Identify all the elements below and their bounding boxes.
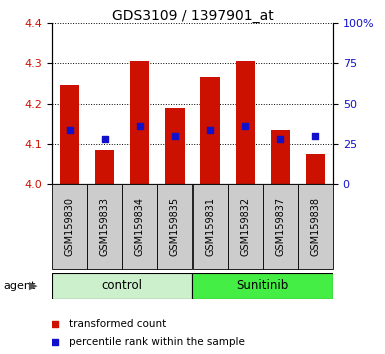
Text: GSM159832: GSM159832 [240,197,250,256]
Bar [263,184,298,269]
Bar [236,61,255,184]
Point [67,127,73,132]
Point [172,133,178,139]
Text: GDS3109 / 1397901_at: GDS3109 / 1397901_at [112,9,273,23]
Bar [271,130,290,184]
Text: GSM159835: GSM159835 [170,197,180,256]
Text: ▶: ▶ [28,281,37,291]
Text: GSM159837: GSM159837 [275,197,285,256]
Bar [130,61,149,184]
Text: GSM159833: GSM159833 [100,197,110,256]
Point [277,136,283,141]
Text: transformed count: transformed count [69,319,166,329]
Text: GSM159838: GSM159838 [310,197,320,256]
Point [215,250,221,255]
Text: percentile rank within the sample: percentile rank within the sample [69,337,245,347]
Text: agent: agent [4,281,36,291]
Text: GSM159830: GSM159830 [65,197,75,256]
Bar [52,184,87,269]
Point [242,123,248,129]
Bar [306,154,325,184]
Bar [157,184,192,269]
Text: control: control [102,279,143,292]
Text: Sunitinib: Sunitinib [237,279,289,292]
Point [137,123,143,129]
Bar [192,184,228,269]
Text: GSM159834: GSM159834 [135,197,145,256]
Point [207,127,213,132]
Bar [228,184,263,269]
Bar [165,108,184,184]
Text: GSM159831: GSM159831 [205,197,215,256]
Bar [201,78,220,184]
Point [312,133,318,139]
Bar [192,273,333,299]
Bar [95,150,114,184]
Bar [60,85,79,184]
Point [215,88,221,94]
Bar [298,184,333,269]
Bar [122,184,157,269]
Bar [52,273,192,299]
Bar [87,184,122,269]
Point [102,136,108,141]
